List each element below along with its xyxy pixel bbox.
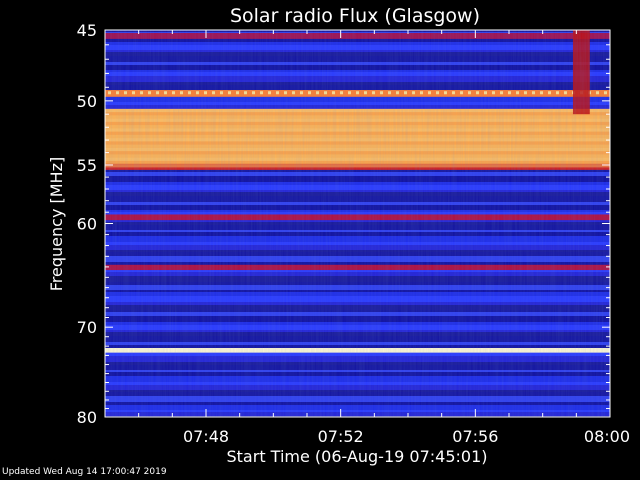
x-axis-label: Start Time (06-Aug-19 07:45:01) [227, 447, 488, 466]
updated-timestamp: Updated Wed Aug 14 17:00:47 2019 [2, 467, 167, 477]
plot-area [104, 29, 611, 418]
y-tick-label: 45 [77, 21, 97, 40]
y-axis-label: Frequency [MHz] [47, 157, 66, 291]
x-tick-label: 07:56 [452, 427, 498, 446]
y-tick-label: 50 [77, 92, 97, 111]
x-tick-label: 08:00 [584, 427, 630, 446]
noise-texture [105, 30, 610, 417]
y-tick-label: 80 [77, 408, 97, 427]
x-tick-label: 07:48 [183, 427, 229, 446]
y-tick-label: 55 [77, 156, 97, 175]
y-tick-label: 60 [77, 215, 97, 234]
y-tick-label: 70 [77, 318, 97, 337]
x-tick-label: 07:52 [318, 427, 364, 446]
y-axis: 45 50 55 60 70 80 [77, 21, 610, 427]
x-axis: 07:48 07:52 07:56 08:00 [104, 30, 630, 446]
chart-title: Solar radio Flux (Glasgow) [230, 5, 480, 27]
